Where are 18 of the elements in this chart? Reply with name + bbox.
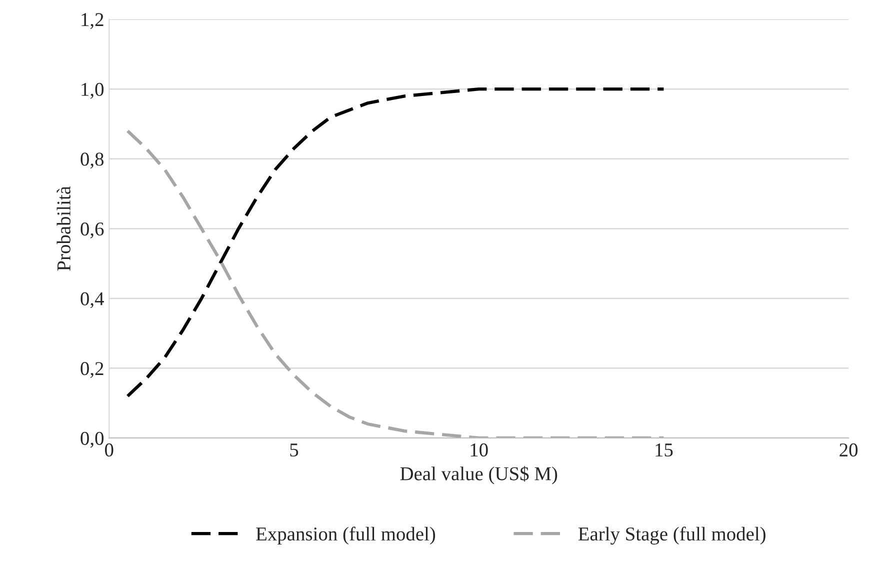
y-tick-label: 1,0 <box>82 82 104 99</box>
x-tick-label: 5 <box>290 444 298 457</box>
x-axis-title: Deal value (US$ M) <box>400 466 558 484</box>
y-tick-label: 1,2 <box>82 13 104 30</box>
y-tick-label: 0,6 <box>80 222 104 238</box>
legend-label: Expansion (full model) <box>256 526 436 545</box>
y-tick-label: 0,8 <box>80 152 104 169</box>
y-axis-title: Probabilità <box>56 186 70 271</box>
y-tick-label: 0,2 <box>80 362 104 378</box>
x-tick-label: 10 <box>470 443 488 457</box>
x-tick-label: 0 <box>105 443 114 457</box>
x-tick-label: 15 <box>656 444 673 457</box>
line-series <box>126 87 666 398</box>
y-tick-label: 0,4 <box>80 292 104 308</box>
line-series <box>126 129 666 438</box>
x-tick-label: 20 <box>840 443 858 457</box>
y-tick-label: 0,0 <box>80 432 104 448</box>
legend-label: Early Stage (full model) <box>578 526 766 545</box>
